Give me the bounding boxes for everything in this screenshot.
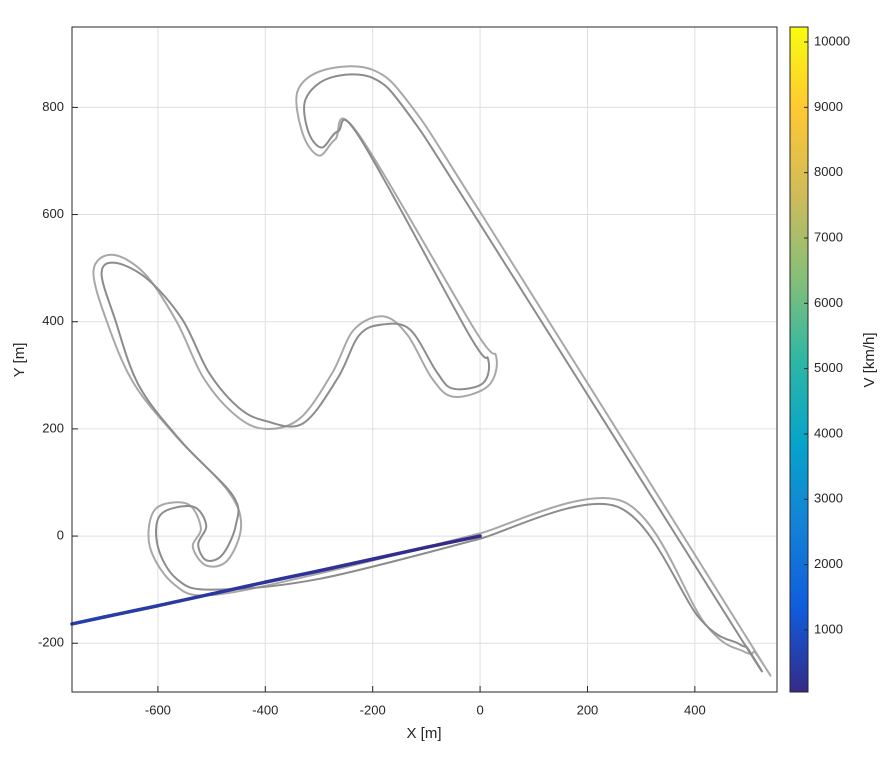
- x-tick-label: -600: [145, 702, 171, 717]
- velocity-segment: [424, 534, 482, 550]
- axes-box: [71, 26, 778, 693]
- x-tick-label: -400: [252, 702, 278, 717]
- velocity-segment: [102, 603, 160, 619]
- velocity-segment: [70, 615, 106, 626]
- x-tick-label: 400: [684, 702, 706, 717]
- x-tick-label: 200: [577, 702, 599, 717]
- y-tick-label: 800: [42, 99, 64, 114]
- y-tick-label: -200: [38, 635, 64, 650]
- velocity-segment: [156, 592, 214, 608]
- velocity-segment: [263, 569, 321, 584]
- x-tick-label: 0: [476, 702, 483, 717]
- track-boundary: [100, 73, 763, 673]
- x-axis-label: X [m]: [406, 725, 441, 742]
- velocity-segment: [317, 557, 375, 573]
- y-tick-label: 200: [42, 420, 64, 435]
- colorbar-tick-label: 6000: [814, 295, 843, 310]
- colorbar-tick-label: 1000: [814, 621, 843, 636]
- colorbar-tick-label: 5000: [814, 360, 843, 375]
- y-tick-label: 0: [57, 528, 64, 543]
- x-tick-label: -200: [360, 702, 386, 717]
- y-axis-label: Y [m]: [11, 343, 28, 378]
- colorbar-tick-label: 10000: [814, 33, 850, 48]
- track-boundary: [92, 65, 772, 677]
- velocity-segment: [370, 545, 429, 561]
- colorbar-tick-label: 4000: [814, 425, 843, 440]
- colorbar-tick-label: 9000: [814, 99, 843, 114]
- colorbar-tick-label: 8000: [814, 164, 843, 179]
- y-tick-label: 600: [42, 206, 64, 221]
- colorbar-tick-label: 3000: [814, 491, 843, 506]
- colorbar-tick-label: 7000: [814, 229, 843, 244]
- y-tick-label: 400: [42, 313, 64, 328]
- colorbar-label: V [km/h]: [861, 332, 878, 387]
- colorbar-tick-label: 2000: [814, 556, 843, 571]
- colorbar: [789, 26, 809, 693]
- velocity-segment: [209, 580, 268, 596]
